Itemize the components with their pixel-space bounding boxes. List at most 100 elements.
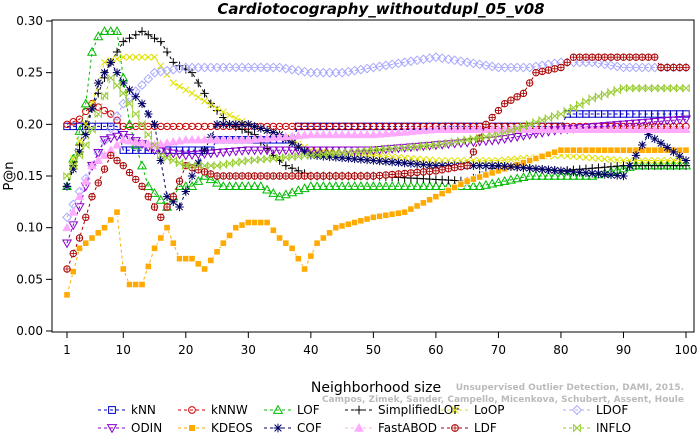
data-point xyxy=(519,163,528,172)
data-point xyxy=(493,136,504,146)
data-point xyxy=(557,109,565,119)
data-point xyxy=(94,229,102,237)
data-point xyxy=(613,161,622,171)
data-point xyxy=(593,122,604,132)
data-point xyxy=(412,159,422,169)
data-point xyxy=(63,291,71,299)
data-point xyxy=(568,170,579,180)
data-point xyxy=(337,129,347,139)
data-point xyxy=(481,161,491,170)
data-point xyxy=(469,175,478,183)
data-point xyxy=(607,146,615,154)
data-point xyxy=(312,129,322,139)
series-inflo xyxy=(63,73,690,181)
data-point xyxy=(175,61,184,70)
data-point xyxy=(156,139,166,148)
data-point xyxy=(244,127,253,137)
data-point xyxy=(512,173,523,183)
data-point xyxy=(268,132,279,142)
data-point xyxy=(430,181,441,191)
data-point xyxy=(243,181,254,191)
data-point xyxy=(318,129,329,139)
data-point xyxy=(606,170,616,180)
legend-marker xyxy=(571,404,583,416)
data-point xyxy=(105,134,116,144)
data-point xyxy=(675,151,684,161)
data-point xyxy=(318,146,329,156)
data-point xyxy=(544,113,553,123)
data-point xyxy=(626,156,634,165)
legend-label: ODIN xyxy=(131,421,162,434)
data-point xyxy=(338,222,346,230)
data-point xyxy=(643,118,654,128)
data-point xyxy=(401,154,409,162)
data-point xyxy=(182,255,190,263)
data-point xyxy=(324,129,335,139)
data-point xyxy=(137,99,147,108)
data-point xyxy=(282,239,290,247)
data-point xyxy=(532,117,540,127)
data-point xyxy=(257,218,265,227)
data-point xyxy=(507,155,515,164)
data-point xyxy=(280,63,291,74)
data-point xyxy=(250,218,259,227)
data-point xyxy=(624,161,635,171)
data-point xyxy=(268,146,279,156)
x-tick-label: 60 xyxy=(428,343,443,357)
data-point xyxy=(562,170,573,180)
data-point xyxy=(255,146,266,156)
data-point xyxy=(550,166,559,175)
data-point xyxy=(188,89,196,97)
data-point xyxy=(218,135,229,144)
y-tick-label: 0.05 xyxy=(16,272,43,286)
data-point xyxy=(187,68,197,77)
data-point xyxy=(238,157,246,166)
data-point xyxy=(193,135,204,144)
data-point xyxy=(136,160,148,170)
data-point xyxy=(294,142,303,152)
data-point xyxy=(86,46,98,56)
legend-marker xyxy=(272,404,284,414)
data-point xyxy=(505,134,516,143)
data-point xyxy=(186,181,198,191)
data-point xyxy=(624,120,635,130)
data-point xyxy=(549,124,560,133)
data-point xyxy=(606,162,616,171)
data-point xyxy=(581,168,591,178)
data-point xyxy=(682,83,690,93)
data-point xyxy=(587,123,598,133)
data-point xyxy=(299,130,310,139)
legend: kNN kNNW LOF SimplifiedLOF LoOP LDOF ODIN KDEOS… xyxy=(98,403,631,434)
data-point xyxy=(457,156,465,165)
data-point xyxy=(556,166,566,176)
data-point xyxy=(356,129,366,139)
data-point xyxy=(87,160,97,170)
data-point xyxy=(326,229,334,237)
data-point xyxy=(631,151,641,160)
data-point xyxy=(401,208,409,216)
data-point xyxy=(468,124,479,133)
data-point xyxy=(524,124,535,133)
data-point xyxy=(162,138,172,147)
data-point xyxy=(476,173,484,181)
data-point xyxy=(551,148,559,156)
data-point xyxy=(538,152,546,160)
data-point xyxy=(543,170,554,180)
data-point xyxy=(312,151,322,161)
data-point xyxy=(456,56,466,67)
data-point xyxy=(612,121,623,131)
legend-item-knn: kNN xyxy=(98,403,156,417)
axes-layer: 1 10 20 30 40 50 60 70 80 90 100 0.00 0.05 0.10 0.15 0.… xyxy=(16,14,697,357)
data-point xyxy=(161,148,173,158)
data-point xyxy=(618,124,629,133)
data-point xyxy=(100,58,109,66)
data-point xyxy=(307,252,315,260)
data-point xyxy=(200,89,209,98)
data-point xyxy=(131,92,140,101)
data-point xyxy=(594,92,603,101)
data-point xyxy=(618,120,629,130)
data-point xyxy=(287,164,297,173)
data-point xyxy=(407,154,415,162)
data-point xyxy=(250,122,259,131)
data-point xyxy=(212,177,223,187)
